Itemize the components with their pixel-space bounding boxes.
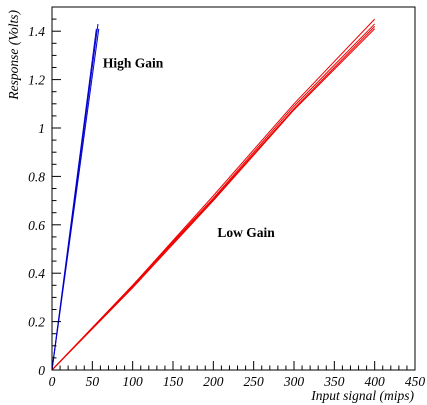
low-gain-line-4: [51, 23, 376, 371]
series-layer: [51, 18, 376, 371]
y-tick-label-4: 0.8: [28, 169, 45, 184]
y-tick-label-6: 1.2: [28, 73, 45, 88]
x-tick-label-300: 300: [283, 374, 305, 389]
y-tick-label-2: 0.4: [28, 266, 45, 281]
low-gain-line-3: [51, 18, 376, 371]
x-tick-label-150: 150: [163, 374, 184, 389]
x-tick-label-250: 250: [244, 374, 265, 389]
low-gain-annotation: Low Gain: [217, 225, 275, 240]
y-tick-label-1: 0.2: [28, 315, 45, 330]
y-tick-label-7: 1.4: [28, 24, 45, 39]
y-tick-label-5: 1: [38, 121, 45, 136]
y-axis-title: Response (Volts): [6, 9, 21, 100]
x-axis: 0 50 100 150 200 250 300 350 400 450: [49, 361, 426, 389]
low-gain-line-6: [51, 28, 376, 371]
y-tick-label-0: 0: [38, 363, 45, 378]
x-tick-label-100: 100: [123, 374, 144, 389]
x-tick-label-200: 200: [203, 374, 224, 389]
x-tick-label-350: 350: [323, 374, 345, 389]
y-axis: 0 0.2 0.4 0.6 0.8 1 1.2 1.4: [28, 18, 61, 378]
x-tick-label-400: 400: [365, 374, 386, 389]
y-tick-label-3: 0.6: [28, 218, 45, 233]
high-gain-line-2: [51, 28, 100, 371]
low-gain-line-5: [51, 26, 376, 371]
x-tick-label-450: 450: [405, 374, 426, 389]
x-tick-label-50: 50: [86, 374, 100, 389]
x-tick-label-0: 0: [49, 374, 56, 389]
high-gain-annotation: High Gain: [103, 56, 164, 71]
x-axis-title: Input signal (mips): [310, 388, 414, 403]
